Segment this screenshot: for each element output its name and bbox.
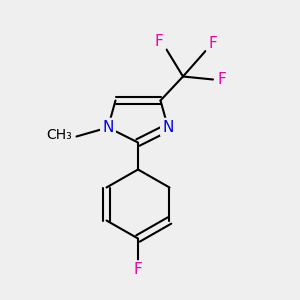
- Text: CH₃: CH₃: [46, 128, 72, 142]
- Text: F: F: [208, 36, 217, 51]
- Text: F: F: [218, 72, 226, 87]
- Text: N: N: [102, 120, 114, 135]
- Text: N: N: [162, 120, 174, 135]
- Text: F: F: [154, 34, 164, 50]
- Text: F: F: [134, 262, 142, 278]
